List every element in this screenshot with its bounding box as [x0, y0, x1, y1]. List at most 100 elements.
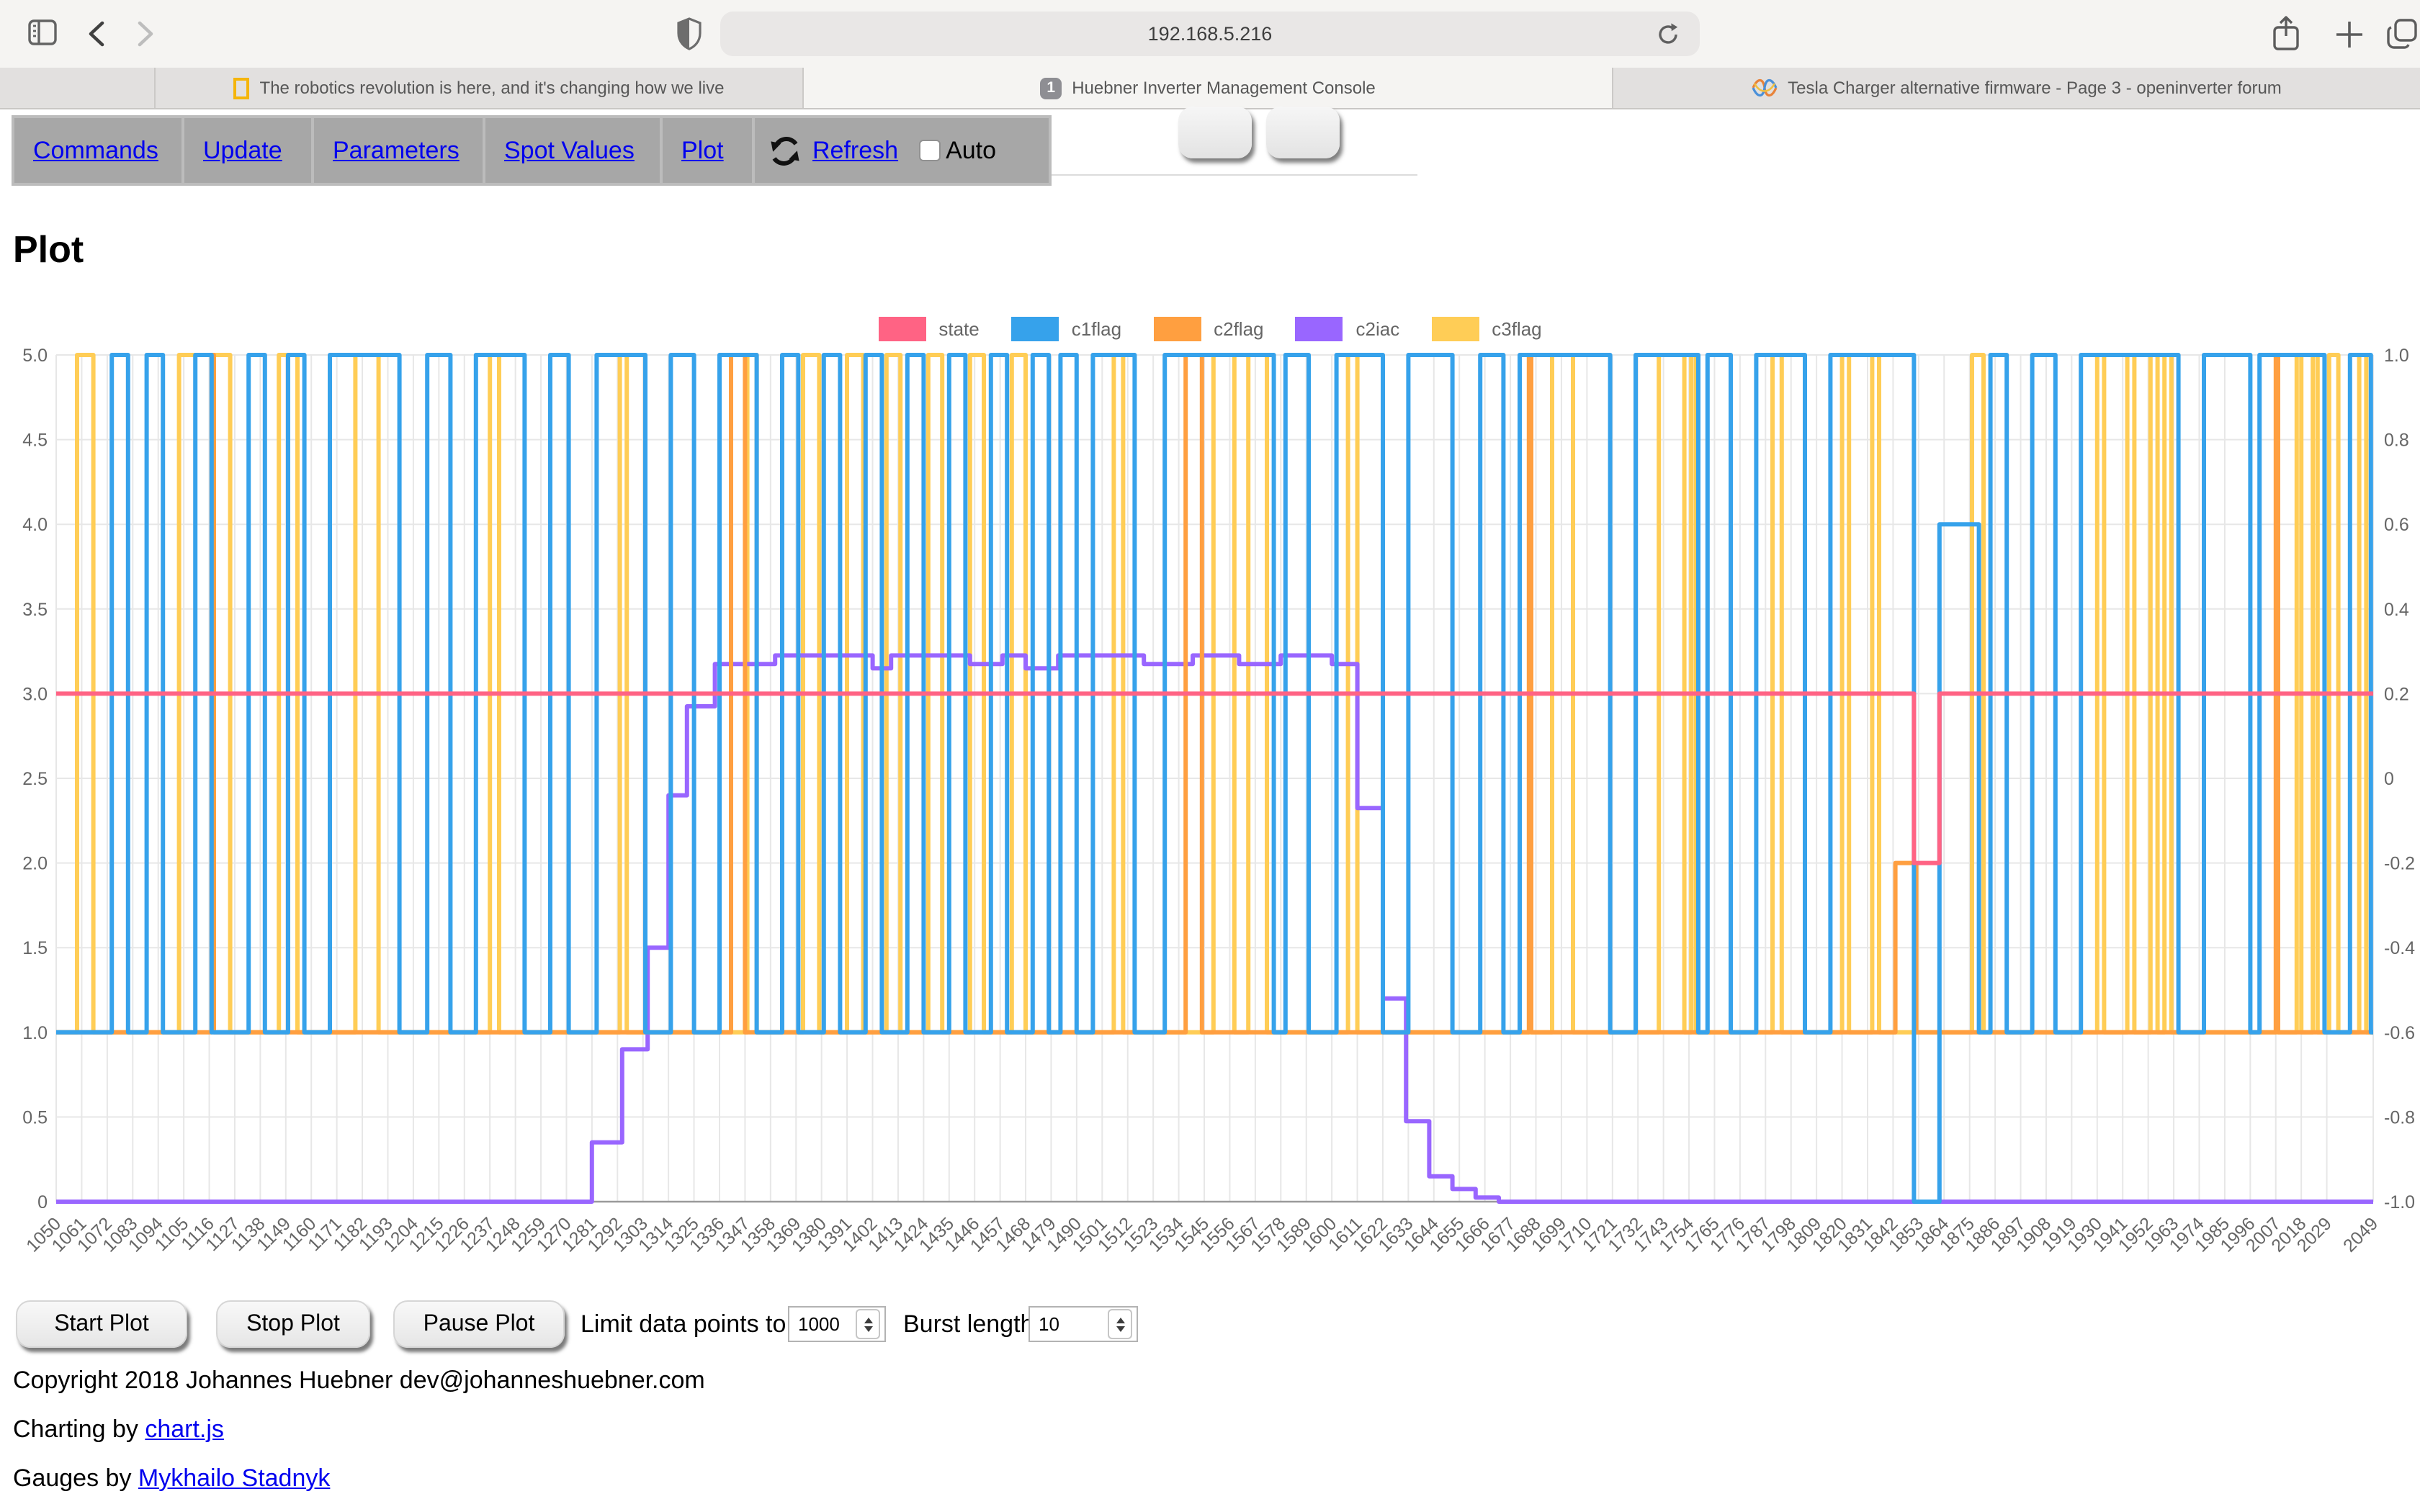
y-axis-left-tick: 2.5	[22, 769, 48, 789]
sidebar-icon[interactable]	[27, 19, 58, 48]
series-state	[56, 691, 2373, 865]
shield-icon[interactable]	[676, 17, 703, 50]
y-axis-left-tick: 3.0	[22, 684, 48, 704]
y-axis-left-tick: 0	[37, 1192, 48, 1212]
charting-prefix: Charting by	[13, 1416, 145, 1443]
yellow-rectangle-favicon	[233, 77, 250, 99]
nav-link-refresh[interactable]: Refresh	[812, 136, 899, 163]
nav-cell: Parameters	[314, 118, 485, 183]
y-axis-right-tick: -0.8	[2384, 1107, 2415, 1128]
y-axis-right-tick: 0	[2384, 769, 2394, 789]
share-icon[interactable]	[2270, 14, 2302, 55]
nav-cell: Plot	[663, 118, 755, 183]
numbered-1-favicon: 1	[1040, 77, 1062, 99]
divider	[1049, 174, 1417, 176]
nav-cell: Update	[184, 118, 314, 183]
legend-label: c2iac	[1355, 318, 1400, 340]
nav-link-commands[interactable]: Commands	[33, 136, 158, 163]
legend-swatch	[1295, 317, 1343, 341]
page-title: Plot	[13, 228, 84, 271]
y-axis-right-tick: 0.4	[2384, 600, 2409, 620]
tab-bar: The robotics revolution is here, and it'…	[0, 68, 2420, 109]
start-plot-button[interactable]: Start Plot	[16, 1300, 187, 1348]
nav-link-plot[interactable]: Plot	[681, 136, 724, 163]
y-axis-left-tick: 5.0	[22, 346, 48, 366]
legend-swatch	[1153, 317, 1201, 341]
new-tab-icon[interactable]	[2334, 19, 2365, 50]
limit-stepper[interactable]	[856, 1309, 880, 1339]
burst-value: 10	[1039, 1313, 1059, 1335]
partial-button-left[interactable]	[1178, 107, 1252, 158]
tab-openinverter-forum[interactable]: Tesla Charger alternative firmware - Pag…	[1612, 68, 2420, 108]
chart-legend: state c1flag c2flag c2iac c3flag	[0, 317, 2420, 341]
refresh-arrows-icon[interactable]	[766, 132, 804, 169]
gauges-prefix: Gauges by	[13, 1464, 138, 1492]
legend-label: c1flag	[1071, 318, 1122, 340]
legend-item[interactable]: state	[878, 317, 980, 341]
y-axis-right-tick: -0.6	[2384, 1023, 2415, 1043]
tab-robotics-article[interactable]: The robotics revolution is here, and it'…	[154, 68, 804, 108]
reload-icon[interactable]	[1655, 22, 1681, 48]
legend-swatch	[878, 317, 926, 341]
charting-credit: Charting by chart.js	[13, 1416, 224, 1444]
nav-link-update[interactable]: Update	[203, 136, 282, 163]
y-axis-right-tick: 1.0	[2384, 346, 2409, 366]
limit-input[interactable]: 1000	[788, 1306, 886, 1342]
y-axis-right-tick: -0.2	[2384, 854, 2415, 874]
back-icon[interactable]	[86, 20, 107, 48]
tab-title: Tesla Charger alternative firmware - Pag…	[1788, 78, 2282, 98]
browser-toolbar: 192.168.5.216	[0, 0, 2420, 68]
nav-link-parameters[interactable]: Parameters	[333, 136, 460, 163]
limit-label: Limit data points to:	[581, 1310, 793, 1338]
legend-label: c2flag	[1214, 318, 1264, 340]
y-axis-right-tick: -0.4	[2384, 938, 2415, 958]
plot-canvas: 5.0 4.5 4.0 3.5 3.0 2.5 2.0 1.5 1.0 0.5 0 1.0 0.8 0.6…	[22, 346, 2415, 1256]
series-c2iac	[56, 653, 2373, 1204]
copyright-text: Copyright 2018 Johannes Huebner dev@joha…	[13, 1367, 705, 1394]
x-axis-tick: 2049	[2339, 1213, 2382, 1256]
series-c2flag	[56, 353, 2373, 1035]
y-axis-left-tick: 1.5	[22, 938, 48, 958]
y-axis-left-tick: 4.5	[22, 431, 48, 451]
gauges-link[interactable]: Mykhailo Stadnyk	[138, 1464, 331, 1492]
auto-label: Auto	[946, 136, 997, 163]
legend-label: c3flag	[1492, 318, 1542, 340]
nav-cell: Commands	[14, 118, 184, 183]
y-axis-left-tick: 2.0	[22, 854, 48, 874]
plot-controls: Start Plot Stop Plot Pause Plot Limit da…	[0, 1300, 2420, 1358]
auto-checkbox[interactable]	[918, 140, 941, 161]
legend-item[interactable]: c2iac	[1295, 317, 1400, 341]
tab-overview-icon[interactable]	[2385, 17, 2420, 50]
y-axis-right-tick: 0.2	[2384, 684, 2409, 704]
tab-title: The robotics revolution is here, and it'…	[259, 78, 725, 98]
page-content: Commands Update Parameters Spot Values P…	[0, 107, 2420, 1512]
pause-plot-button[interactable]: Pause Plot	[393, 1300, 565, 1348]
address-bar[interactable]: 192.168.5.216	[720, 12, 1700, 56]
stop-plot-button[interactable]: Stop Plot	[216, 1300, 370, 1348]
nav-cell: Refresh Auto	[755, 118, 1049, 183]
tab-huebner-console[interactable]: 1 Huebner Inverter Management Console	[804, 68, 1612, 108]
legend-item[interactable]: c1flag	[1010, 317, 1122, 341]
burst-input[interactable]: 10	[1028, 1306, 1138, 1342]
y-axis-right-tick: -1.0	[2384, 1192, 2415, 1212]
y-axis-left-tick: 3.5	[22, 600, 48, 620]
legend-item[interactable]: c2flag	[1153, 317, 1264, 341]
tab-title: Huebner Inverter Management Console	[1072, 78, 1376, 98]
y-axis-left-tick: 4.0	[22, 515, 48, 535]
url-text: 192.168.5.216	[1147, 23, 1273, 45]
legend-swatch	[1010, 317, 1059, 341]
nav-link-spot-values[interactable]: Spot Values	[504, 136, 635, 163]
y-axis-right-tick: 0.6	[2384, 515, 2409, 535]
gauges-credit: Gauges by Mykhailo Stadnyk	[13, 1464, 330, 1493]
legend-item[interactable]: c3flag	[1431, 317, 1542, 341]
y-axis-left-tick: 1.0	[22, 1023, 48, 1043]
openinverter-waves-favicon	[1752, 78, 1778, 97]
chartjs-link[interactable]: chart.js	[145, 1416, 224, 1443]
partial-button-right[interactable]	[1266, 107, 1340, 158]
forward-icon[interactable]	[135, 20, 156, 48]
legend-swatch	[1431, 317, 1479, 341]
burst-stepper[interactable]	[1108, 1309, 1132, 1339]
burst-label: Burst length:	[903, 1310, 1041, 1338]
limit-value: 1000	[798, 1313, 840, 1335]
